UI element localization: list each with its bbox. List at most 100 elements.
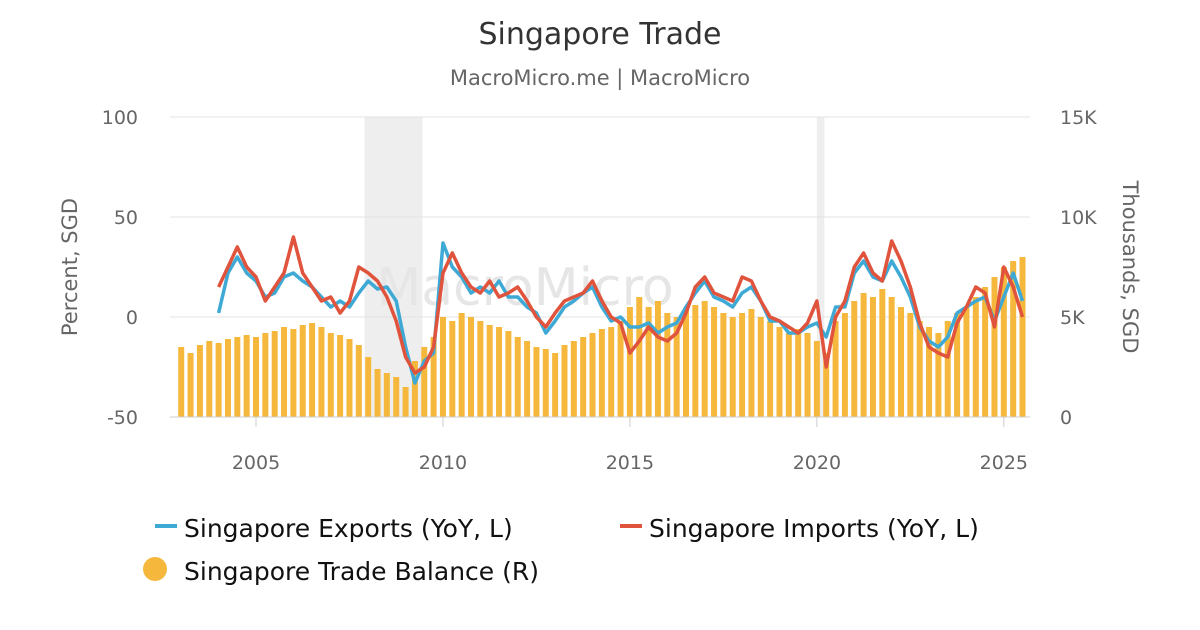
y-tick-right-1: 10K — [1060, 207, 1097, 229]
trade-balance-bar-0 — [178, 347, 185, 417]
trade-balance-bar-36 — [514, 337, 521, 417]
series-lines — [216, 235, 1025, 385]
trade-balance-bar-25 — [411, 361, 418, 417]
trade-balance-bar-2 — [196, 345, 203, 417]
trade-balance-bar-19 — [355, 345, 362, 417]
trade-balance-bar-89 — [1010, 261, 1017, 417]
trade-balance-bar-70 — [832, 321, 839, 417]
legend: Singapore Exports (YoY, L) Singapore Impo… — [143, 514, 979, 586]
trade-balance-bar-54 — [683, 309, 689, 417]
trade-balance-bar-14 — [309, 323, 316, 417]
trade-balance-bar-18 — [346, 339, 353, 417]
trade-balance-bar-26 — [421, 347, 428, 417]
trade-balance-bar-65 — [785, 333, 792, 417]
trade-balance-bar-86 — [982, 287, 989, 417]
trade-balance-bar-61 — [748, 309, 755, 417]
trade-balance-bar-60 — [739, 313, 746, 417]
trade-balance-bar-6 — [234, 337, 241, 417]
trade-balance-bar-55 — [692, 305, 699, 417]
trade-balance-bar-88 — [1000, 267, 1007, 417]
trade-balance-bar-32 — [477, 321, 484, 417]
trade-balance-bar-82 — [944, 321, 951, 417]
trade-balance-bar-7 — [243, 335, 250, 417]
x-tick-label-2: 2015 — [606, 452, 654, 474]
watermark-text: MacroMicro — [376, 258, 673, 318]
trade-balance-bar-58 — [720, 313, 727, 417]
legend-label-2: Singapore Trade Balance (R) — [184, 557, 539, 586]
axes: 100 15K 50 10K 0 5K -50 0 2005 2010 2015 2020 2025 — [102, 107, 1097, 474]
trade-balance-bar-42 — [570, 341, 577, 417]
trade-balance-bar-23 — [393, 377, 400, 417]
trade-balance-bar-34 — [496, 327, 503, 417]
chart-title: Singapore Trade — [478, 17, 721, 52]
trade-balance-bar-81 — [935, 333, 942, 417]
trade-balance-bar-74 — [869, 297, 876, 417]
trade-balance-bar-31 — [468, 317, 474, 417]
trade-balance-bar-59 — [729, 317, 736, 417]
trade-balance-bar-72 — [851, 301, 858, 417]
trade-balance-bar-46 — [608, 327, 615, 417]
trade-balance-bar-21 — [374, 369, 381, 417]
y-tick-left-1: 50 — [114, 207, 138, 229]
trade-balance-bar-84 — [963, 307, 970, 417]
legend-label-0: Singapore Exports (YoY, L) — [184, 514, 513, 543]
trade-balance-bar-90 — [1019, 257, 1026, 417]
trade-balance-bar-4 — [215, 343, 222, 417]
trade-balance-bar-51 — [654, 301, 661, 417]
trade-balance-bar-48 — [626, 307, 633, 417]
trade-balance-bar-28 — [439, 317, 446, 417]
recession-band-1 — [816, 117, 825, 417]
trade-balance-bar-47 — [617, 321, 624, 417]
trade-balance-bar-29 — [449, 321, 456, 417]
trade-balance-bar-33 — [486, 325, 493, 417]
trade-balance-bar-80 — [926, 327, 933, 417]
trade-balance-bar-45 — [598, 329, 605, 417]
trade-balance-bar-17 — [337, 335, 344, 417]
trade-balance-bar-11 — [281, 327, 288, 417]
trade-balance-bar-5 — [224, 339, 231, 417]
trade-balance-bar-35 — [505, 331, 512, 417]
trade-balance-bar-13 — [299, 325, 306, 417]
y-tick-right-0: 15K — [1060, 107, 1097, 129]
trade-balance-bar-49 — [636, 297, 643, 417]
trade-balance-bar-8 — [253, 337, 259, 417]
x-tick-label-1: 2010 — [419, 452, 467, 474]
y-tick-right-2: 5K — [1060, 307, 1085, 329]
trade-balance-bar-20 — [365, 357, 372, 417]
trade-balance-bar-85 — [972, 297, 979, 417]
x-tick-label-4: 2025 — [980, 452, 1028, 474]
trade-balance-bar-67 — [804, 333, 811, 417]
trade-balance-bar-87 — [991, 277, 998, 417]
trade-balance-bar-53 — [673, 317, 680, 417]
trade-balance-bar-66 — [795, 329, 802, 417]
trade-balance-bar-62 — [757, 317, 764, 417]
trade-balance-bar-24 — [402, 387, 409, 417]
exports-line — [216, 241, 1025, 385]
trade-balance-bar-22 — [383, 373, 390, 417]
trade-balance-bar-73 — [860, 293, 867, 417]
trade-balance-bar-44 — [589, 333, 596, 417]
y-axis-right-title: Thousands, SGD — [1118, 180, 1142, 354]
trade-balance-bar-41 — [561, 345, 568, 417]
trade-balance-bar-12 — [290, 329, 297, 417]
trade-balance-bar-52 — [664, 313, 671, 417]
trade-balance-bar-77 — [898, 307, 904, 417]
y-axis-left-title: Percent, SGD — [58, 198, 82, 336]
trade-balance-bar-1 — [187, 353, 194, 417]
trade-balance-bar-78 — [907, 313, 914, 417]
trade-balance-bar-56 — [701, 301, 708, 417]
x-tick-label-0: 2005 — [232, 452, 280, 474]
trade-balance-bar-57 — [711, 307, 718, 417]
trade-balance-bar-9 — [262, 333, 269, 417]
recession-bands — [364, 117, 825, 417]
imports-line — [217, 235, 1025, 375]
trade-balance-bar-37 — [524, 341, 531, 417]
trade-balance-bar-3 — [206, 341, 213, 417]
y-tick-left-2: 0 — [126, 307, 138, 329]
y-tick-right-3: 0 — [1060, 407, 1072, 429]
trade-balance-bar-38 — [533, 347, 540, 417]
trade-balance-bar-16 — [327, 333, 334, 417]
y-tick-left-3: -50 — [107, 407, 138, 429]
trade-balance-bar-76 — [888, 297, 895, 417]
